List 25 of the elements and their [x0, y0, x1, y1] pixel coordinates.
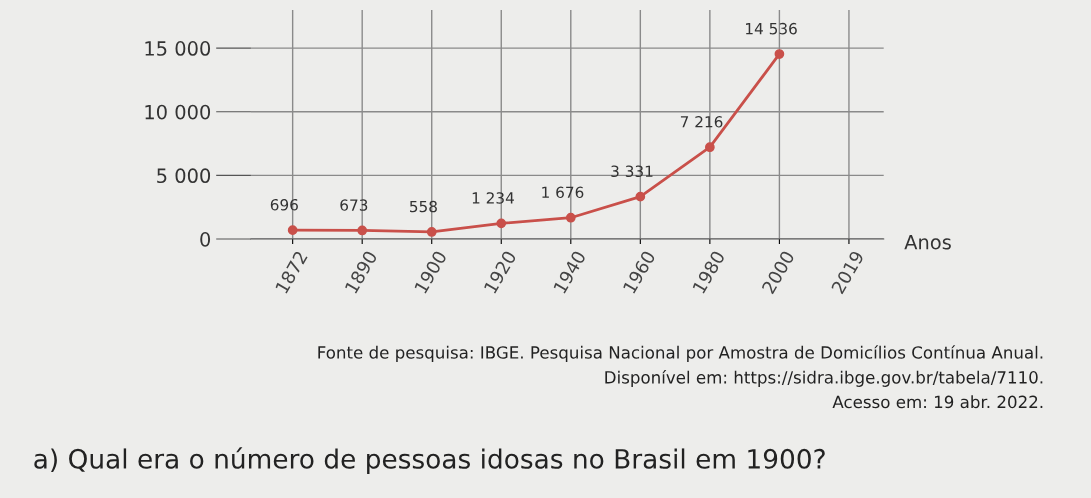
point [357, 225, 368, 236]
y-tick-label: 10 000 [145, 104, 211, 120]
y-tick-label: 0 [200, 232, 211, 247]
point [426, 227, 437, 237]
point [774, 49, 785, 59]
data-label: 558 [409, 200, 437, 213]
data-label: 673 [340, 199, 368, 211]
data-label: 3 331 [611, 165, 653, 178]
data-label: 7 216 [680, 116, 723, 128]
data-label: 14 536 [746, 22, 797, 35]
text: Acesso em: 19 abr. 2022. [832, 395, 1043, 409]
data-label: 1 234 [472, 192, 514, 204]
data-label: 1 676 [542, 186, 584, 199]
y-tick-label: 15 000 [145, 41, 211, 56]
source-note: Fonte de pesquisa: IBGE. Pesquisa Nacional por Amostra de Domicílios Contínua Anual. [318, 345, 1043, 362]
y-tick-label: 5 000 [157, 168, 211, 184]
point [496, 218, 507, 229]
point [565, 212, 576, 223]
text: a) Qual era o número de pessoas idosas no Brasil em 1900? [34, 447, 825, 474]
point [705, 142, 715, 153]
data-label: 696 [270, 199, 298, 211]
point [635, 191, 646, 202]
x-axis-title: Anos [904, 235, 951, 250]
point [287, 225, 298, 236]
text: Disponível em: https://sidra.ibge.gov.br/tabela/7110. [605, 370, 1043, 387]
